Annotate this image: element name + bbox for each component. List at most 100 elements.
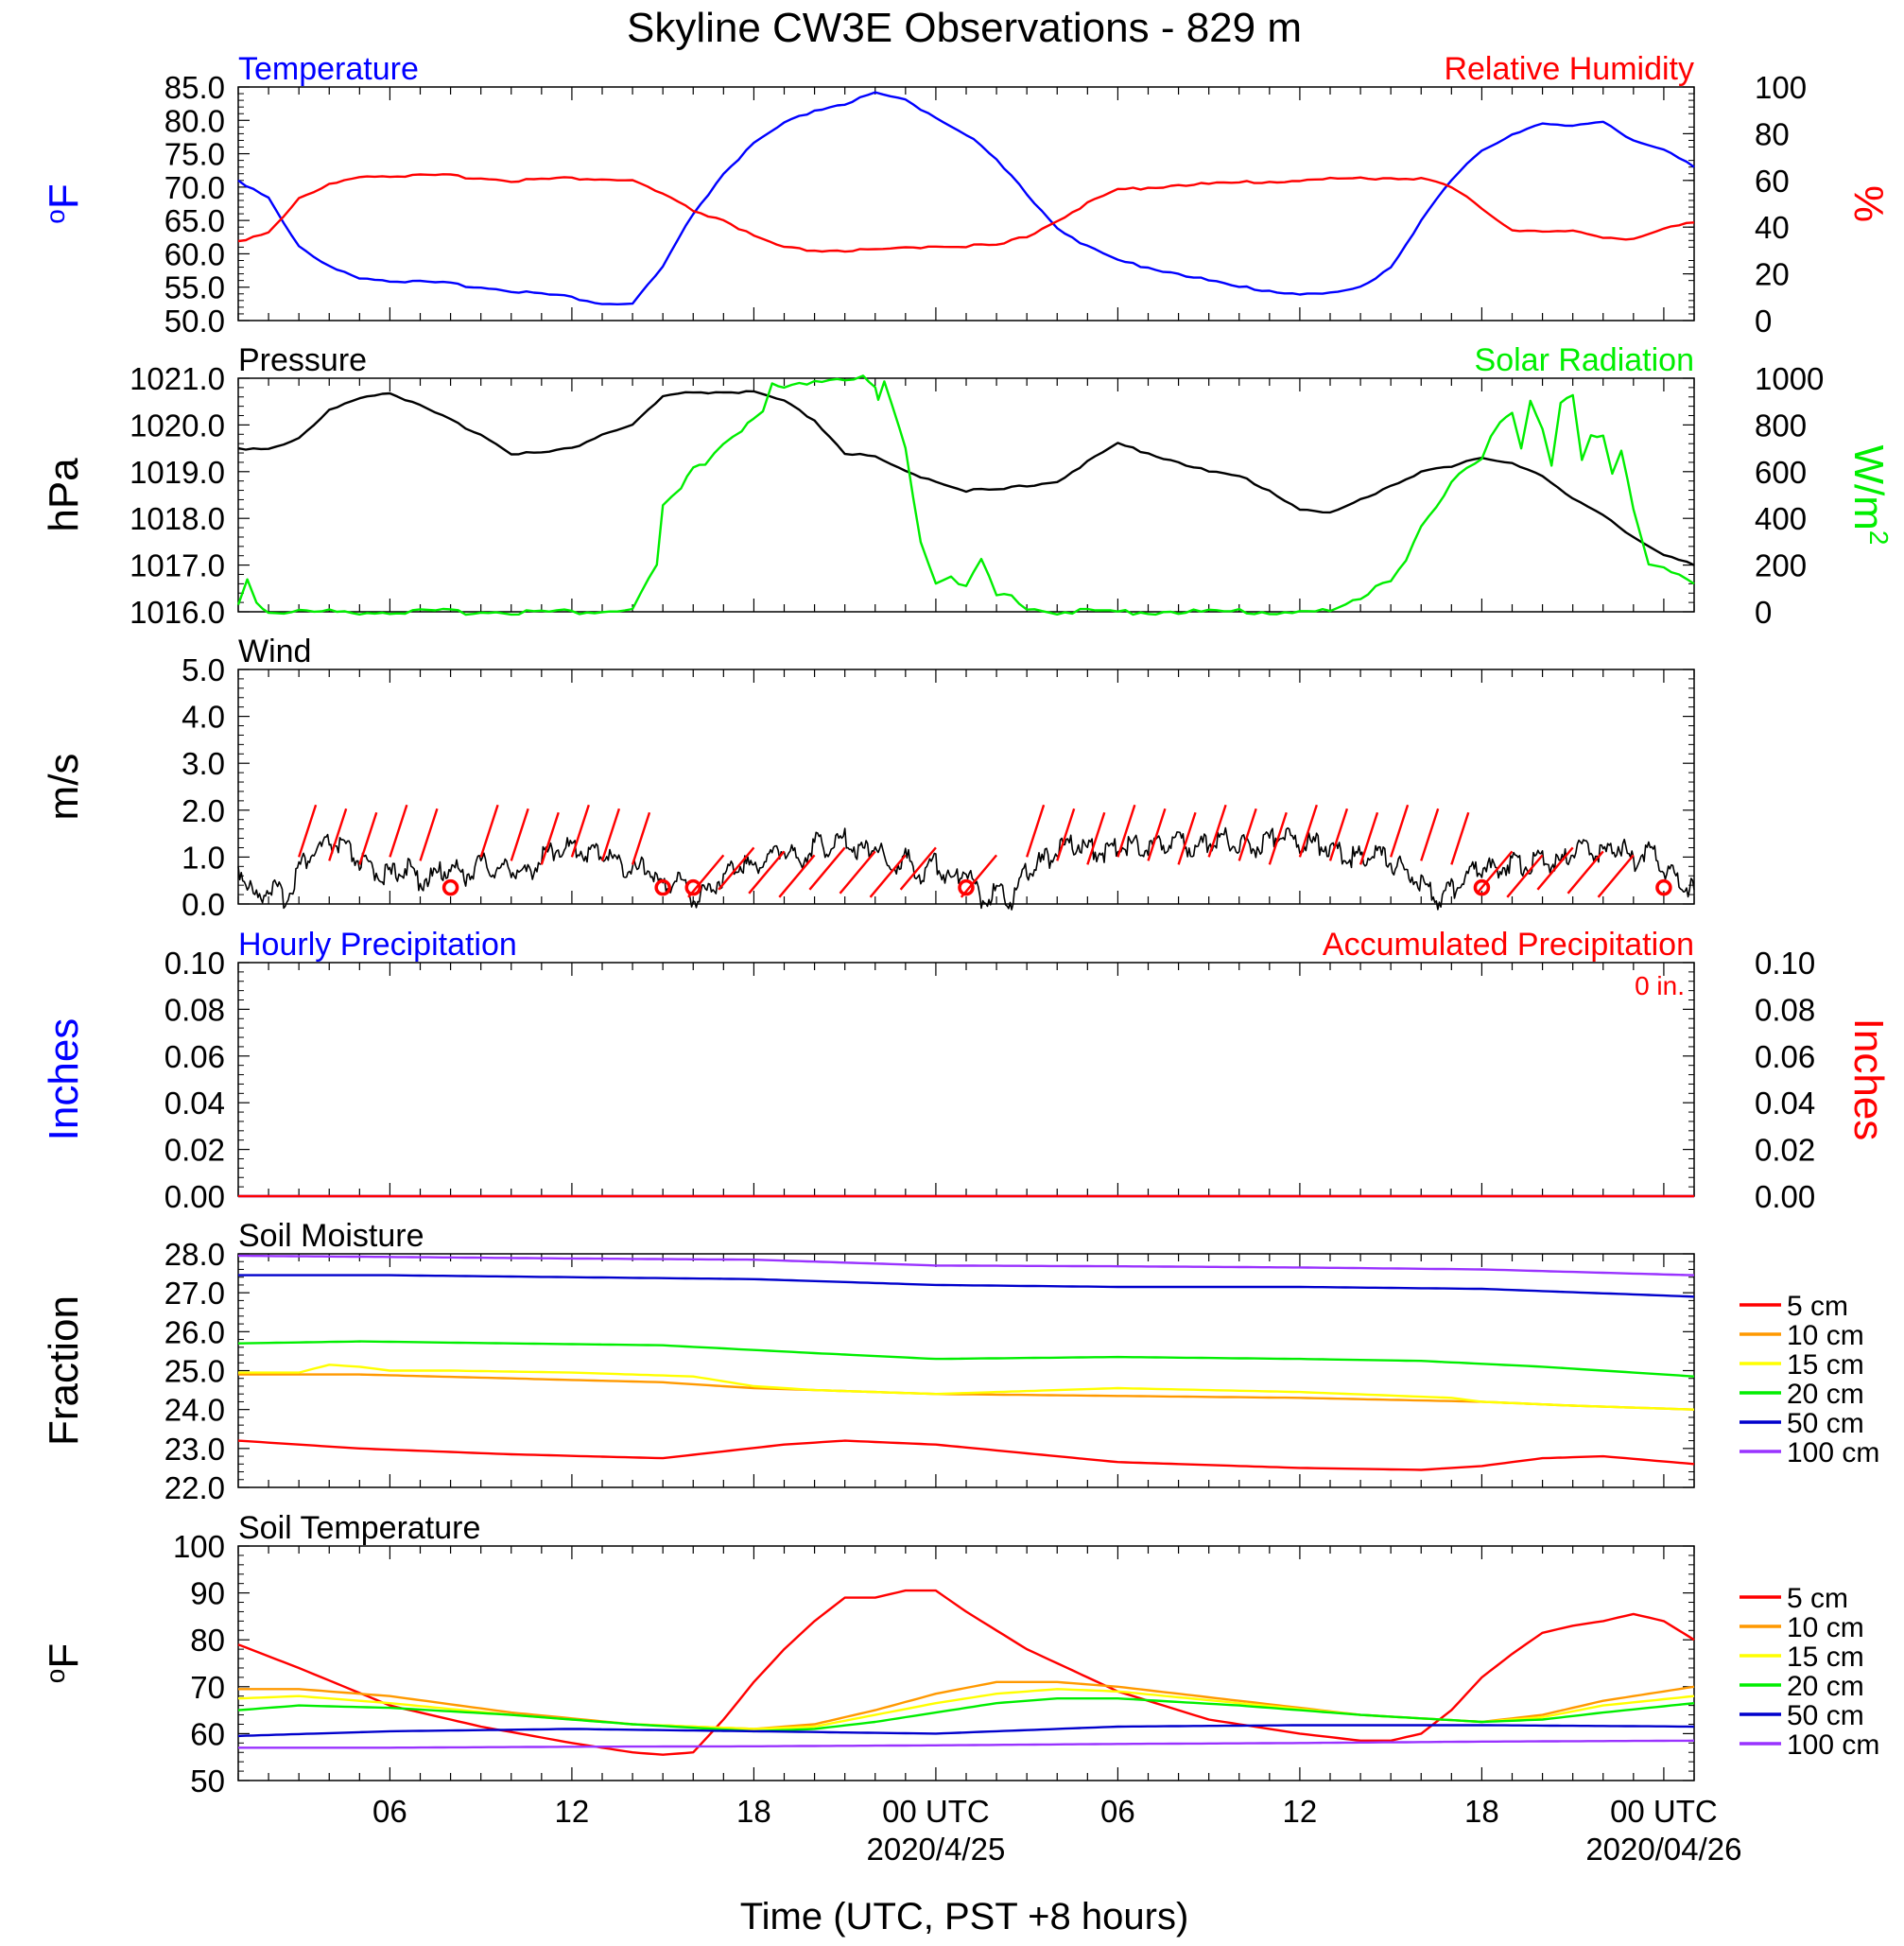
accumulated-total-label: 0 in. (1635, 971, 1685, 1000)
wind-barb (1268, 811, 1288, 865)
wind-barb (1390, 804, 1410, 858)
y-axis-label-left: oF (41, 183, 87, 223)
legend-label: 50 cm (1787, 1408, 1864, 1439)
wind-barb (1056, 808, 1076, 861)
wind-barb (899, 846, 937, 891)
y-right-tick-label: 0 (1755, 304, 1772, 339)
wind-barb (479, 804, 499, 858)
wind-barb (1536, 846, 1574, 891)
series-line-50-cm (238, 1274, 1695, 1298)
y-right-tick-label: 0.02 (1755, 1133, 1815, 1168)
series-line-50-cm (237, 1724, 1695, 1738)
y-tick-label: 0.08 (164, 992, 225, 1027)
x-axis-label: Time (UTC, PST +8 hours) (740, 1896, 1189, 1937)
x-tick-label: 00 UTC (1610, 1794, 1718, 1829)
y-tick-label: 1016.0 (130, 595, 225, 630)
y-tick-label: 2.0 (182, 793, 225, 828)
y-tick-label: 0.10 (164, 946, 225, 981)
y-tick-label: 70 (190, 1670, 225, 1705)
series-line-1 (237, 390, 1695, 566)
y-tick-label: 1021.0 (130, 361, 225, 396)
y-tick-label: 24.0 (164, 1393, 225, 1428)
wind-barb (839, 850, 876, 895)
y-tick-label: 28.0 (164, 1237, 225, 1272)
wind-barb (1359, 811, 1379, 865)
y-right-tick-label: 100 (1755, 70, 1807, 105)
wind-barb (328, 808, 348, 861)
wind-barb (748, 850, 786, 895)
calm-wind-marker (958, 878, 975, 896)
legend-label: 20 cm (1787, 1379, 1864, 1410)
y-tick-label: 0.04 (164, 1086, 225, 1121)
wind-barb (869, 854, 907, 898)
calm-wind-marker (441, 878, 459, 896)
wind-barb (298, 804, 318, 858)
wind-barb (960, 854, 998, 898)
wind-barb (358, 811, 378, 865)
x-tick-label: 12 (1283, 1794, 1318, 1829)
panel-title-left: Temperature (238, 51, 419, 87)
wind-barb (600, 808, 621, 861)
series-line-1 (237, 826, 1695, 911)
plot-frame (237, 377, 1695, 613)
legend-label: 100 cm (1787, 1437, 1879, 1468)
x-tick-label: 12 (555, 1794, 590, 1829)
panel-1: 50.055.060.065.070.075.080.085.0 0 20 40 60 8… (41, 51, 1892, 339)
panel-title-right: Relative Humidity (1444, 51, 1694, 87)
y-tick-label: 60.0 (164, 236, 225, 271)
series-line-15-cm (238, 1364, 1695, 1411)
y-tick-label: 0.0 (182, 887, 225, 922)
panel-title-left: Soil Moisture (238, 1218, 424, 1254)
y-tick-label: 1018.0 (130, 501, 225, 536)
y-right-tick-label: 0.10 (1755, 946, 1815, 981)
y-tick-label: 26.0 (164, 1314, 225, 1349)
y-tick-label: 3.0 (182, 746, 225, 781)
wind-barb (631, 811, 651, 865)
y-right-tick-label: 20 (1755, 257, 1790, 292)
x-date-label: 2020/04/26 (1585, 1832, 1741, 1867)
legend-label: 15 cm (1787, 1642, 1864, 1673)
series-line-5-cm (237, 1439, 1695, 1471)
legend-label: 15 cm (1787, 1349, 1864, 1381)
wind-barb (1420, 808, 1440, 861)
wind-barb (1086, 811, 1106, 865)
y-right-tick-label: 1000 (1755, 361, 1824, 396)
y-tick-label: 65.0 (164, 203, 225, 238)
legend-label: 50 cm (1787, 1700, 1864, 1731)
wind-barb (1238, 808, 1257, 861)
wind-barb (1328, 808, 1349, 861)
series-line-2 (237, 173, 1695, 253)
panel-title-right: Accumulated Precipitation (1323, 927, 1694, 963)
series-line-20-cm (237, 1340, 1695, 1378)
series-line-1 (237, 91, 1695, 305)
y-tick-label: 70.0 (164, 170, 225, 205)
wind-barb (1450, 811, 1470, 865)
y-tick-label: 0.06 (164, 1039, 225, 1074)
y-right-tick-label: 0 (1755, 595, 1772, 630)
wind-barb (540, 811, 560, 865)
y-right-tick-label: 80 (1755, 116, 1790, 151)
panel-title-left: Soil Temperature (238, 1510, 480, 1546)
x-tick-label: 00 UTC (882, 1794, 990, 1829)
y-right-tick-label: 200 (1755, 548, 1807, 583)
y-tick-label: 25.0 (164, 1354, 225, 1389)
y-right-tick-label: 600 (1755, 455, 1807, 490)
series-line-20-cm (237, 1697, 1695, 1733)
plot-frame (237, 962, 1695, 1197)
series-line-5-cm (237, 1589, 1695, 1756)
series-line-15-cm (237, 1688, 1695, 1730)
wind-barb (778, 854, 816, 898)
wind-barb (1026, 804, 1046, 858)
wind-barb (510, 808, 529, 861)
wind-barb (1116, 804, 1136, 858)
y-tick-label: 23.0 (164, 1432, 225, 1467)
y-tick-label: 1020.0 (130, 408, 225, 443)
series-line-100-cm (238, 1739, 1695, 1749)
y-axis-label-left: hPa (41, 458, 87, 532)
series-line-10-cm (238, 1373, 1695, 1411)
wind-barb (718, 846, 755, 891)
y-right-tick-label: 0.08 (1755, 992, 1815, 1027)
y-axis-label-left: m/s (41, 754, 87, 821)
panel-2: 1016.0 1017.0 1018.0 1019.0 1020.0 1021.0 0 200… (41, 342, 1894, 630)
